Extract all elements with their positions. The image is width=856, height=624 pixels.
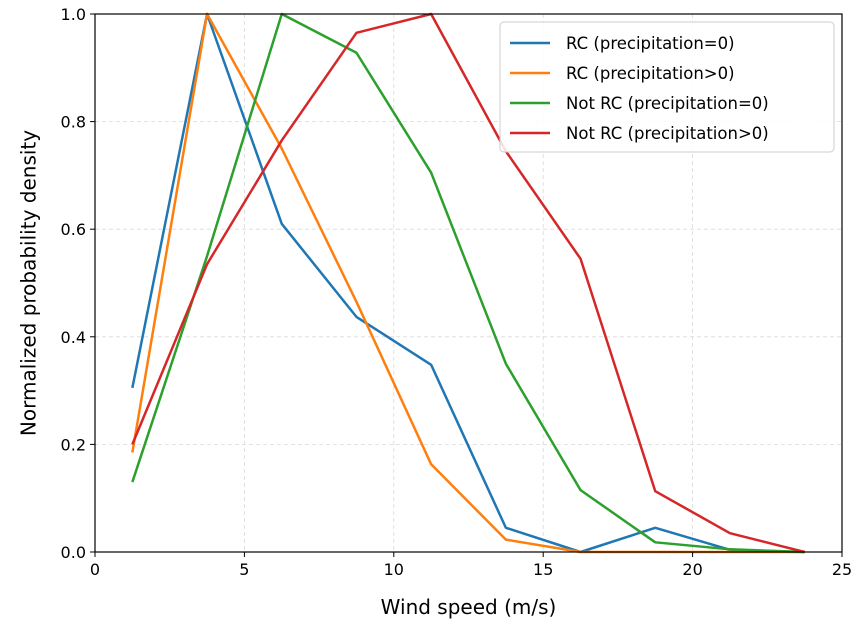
y-tick-label: 0.0 bbox=[61, 543, 86, 562]
x-tick-label: 10 bbox=[384, 560, 404, 579]
grid bbox=[95, 14, 842, 552]
x-axis-label: Wind speed (m/s) bbox=[381, 595, 557, 619]
x-tick-label: 25 bbox=[832, 560, 852, 579]
y-axis-label: Normalized probability density bbox=[17, 130, 41, 436]
y-tick-label: 0.4 bbox=[61, 328, 86, 347]
y-tick-label: 1.0 bbox=[61, 5, 86, 24]
legend-label: RC (precipitation>0) bbox=[566, 64, 735, 83]
legend: RC (precipitation=0) RC (precipitation>0)… bbox=[499, 21, 835, 153]
x-tick-label: 5 bbox=[239, 560, 249, 579]
legend-label: Not RC (precipitation=0) bbox=[566, 94, 769, 113]
legend-box bbox=[499, 21, 835, 153]
series-line-4 bbox=[131, 12, 805, 554]
x-tick-label: 15 bbox=[533, 560, 553, 579]
legend-label: RC (precipitation=0) bbox=[566, 34, 735, 53]
legend-label: Not RC (precipitation>0) bbox=[566, 124, 769, 143]
plot-frame bbox=[94, 13, 843, 553]
x-tick-label: 0 bbox=[90, 560, 100, 579]
y-tick-label: 0.8 bbox=[61, 113, 86, 132]
x-tick-label: 20 bbox=[682, 560, 702, 579]
series-line-1 bbox=[131, 12, 805, 554]
axis-ticks: 0 5 10 15 20 25 0.0 0.2 0.4 0.6 0.8 1.0 bbox=[61, 5, 853, 579]
y-tick-label: 0.2 bbox=[61, 435, 86, 454]
series-line-3 bbox=[131, 12, 805, 554]
y-tick-label: 0.6 bbox=[61, 220, 86, 239]
